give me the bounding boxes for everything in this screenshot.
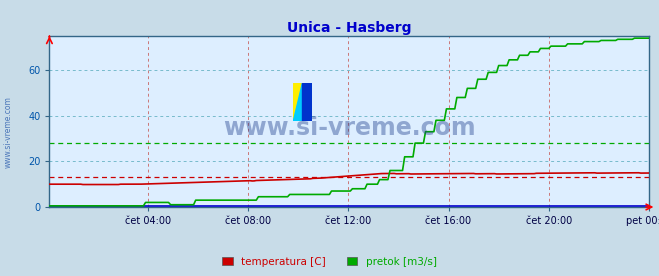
Legend: temperatura [C], pretok [m3/s]: temperatura [C], pretok [m3/s] — [218, 253, 441, 271]
Text: www.si-vreme.com: www.si-vreme.com — [4, 97, 13, 168]
Text: www.si-vreme.com: www.si-vreme.com — [223, 116, 476, 140]
Polygon shape — [293, 83, 302, 121]
Polygon shape — [302, 83, 312, 121]
Title: Unica - Hasberg: Unica - Hasberg — [287, 21, 411, 35]
Polygon shape — [293, 83, 302, 121]
